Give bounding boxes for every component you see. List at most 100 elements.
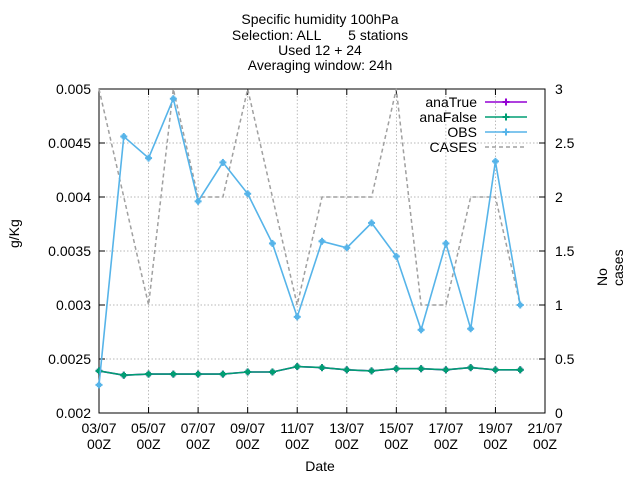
marker-dot [146, 155, 151, 161]
marker-dot [319, 239, 325, 244]
x-tick-label-hour: 00Z [533, 436, 558, 452]
marker-dot [96, 382, 102, 388]
data-point-anafalse [169, 370, 177, 378]
marker-dot [468, 326, 473, 331]
marker-dot [319, 365, 325, 370]
legend-label: CASES [430, 139, 477, 155]
y-tick-label: 0.003 [56, 297, 91, 313]
marker-dot [96, 368, 102, 374]
legend-item-cases: CASES [430, 139, 527, 155]
data-point-obs [95, 381, 103, 389]
x-tick-label-date: 21/07 [527, 420, 562, 436]
x-axis-title: Date [305, 458, 335, 474]
y2-tick-label: 1.5 [555, 243, 575, 259]
x-tick-label-hour: 00Z [236, 436, 261, 452]
x-tick-label-date: 09/07 [230, 420, 265, 436]
data-point-obs [169, 95, 177, 103]
x-tick-label-date: 13/07 [329, 420, 364, 436]
data-point-anafalse [343, 366, 351, 374]
marker-dot [121, 134, 126, 139]
x-tick-label-hour: 00Z [285, 436, 310, 452]
series-line-anafalse [98, 365, 521, 377]
y-tick-label: 0.004 [56, 189, 91, 205]
grid [99, 89, 545, 413]
x-tick-label-date: 03/07 [81, 420, 116, 436]
x-tick-label-hour: 00Z [186, 436, 211, 452]
marker-dot [270, 241, 275, 246]
marker-dot [518, 302, 523, 308]
y-tick-label: 0.002 [56, 405, 91, 421]
y-tick-label: 0.0025 [48, 351, 91, 367]
legend-label: anaFalse [419, 109, 477, 125]
marker-dot [220, 160, 226, 165]
marker-dot [443, 367, 449, 372]
data-point-anafalse [318, 364, 326, 372]
x-tick-label-date: 05/07 [131, 420, 166, 436]
data-point-obs [244, 190, 252, 198]
legend-label: anaTrue [425, 94, 477, 110]
data-point-obs [145, 154, 153, 162]
data-point-anafalse [95, 367, 103, 375]
marker-dot [394, 366, 399, 371]
x-tick-label-hour: 00Z [335, 436, 360, 452]
data-point-obs [491, 157, 499, 165]
data-point-obs [343, 244, 351, 252]
y-tick-label: 0.0045 [48, 135, 91, 151]
y2-tick-label: 3 [555, 81, 563, 97]
marker-dot [418, 366, 424, 371]
data-point-obs [194, 197, 202, 205]
data-point-obs [293, 313, 301, 321]
title-line-1: Specific humidity 100hPa [241, 11, 399, 27]
data-point-obs [368, 219, 376, 227]
series-line-obs [98, 96, 521, 385]
marker-dot [493, 159, 498, 164]
marker-dot [270, 369, 275, 375]
marker-dot [443, 241, 449, 246]
marker-dot [171, 371, 176, 377]
x-tick-label-hour: 00Z [87, 436, 112, 452]
data-point-obs [417, 326, 425, 334]
marker-dot [171, 96, 176, 101]
legend-item-obs: OBS [447, 124, 527, 140]
marker-dot [195, 371, 201, 377]
y-tick-label: 0.0035 [48, 243, 91, 259]
axes: 0.0020.00250.0030.00350.0040.00450.00500… [48, 81, 575, 452]
data-point-anafalse [417, 365, 425, 373]
data-point-anafalse [293, 363, 301, 371]
data-point-anafalse [516, 366, 524, 374]
marker-dot [245, 369, 250, 375]
title-line-3: Used 12 + 24 [278, 42, 362, 58]
marker-dot [195, 199, 201, 204]
marker-dot [295, 314, 300, 320]
data-point-anafalse [145, 370, 153, 378]
data-point-anafalse [491, 366, 499, 374]
data-point-obs [442, 239, 450, 247]
y2-tick-label: 1 [555, 297, 563, 313]
y-tick-label: 0.005 [56, 81, 91, 97]
data-point-anafalse [268, 368, 276, 376]
data-point-anafalse [219, 370, 227, 378]
y2-tick-label: 2.5 [555, 135, 575, 151]
data-point-obs [219, 158, 227, 166]
marker-dot [146, 371, 151, 377]
marker-dot [394, 254, 399, 259]
x-tick-label-date: 19/07 [478, 420, 513, 436]
data-point-anafalse [368, 367, 376, 375]
marker-dot [518, 367, 523, 372]
y2-tick-label: 0 [555, 405, 563, 421]
marker-dot [369, 220, 374, 226]
data-point-obs [268, 239, 276, 247]
marker-dot [245, 191, 250, 196]
data-point-anafalse [467, 364, 475, 372]
plot-border [98, 88, 546, 414]
marker-dot [418, 327, 424, 333]
marker-dot [493, 367, 498, 372]
marker-dot [468, 365, 473, 370]
x-tick-label-date: 11/07 [280, 420, 314, 436]
title-line-2: Selection: ALL 5 stations [231, 27, 409, 43]
x-tick-label-hour: 00Z [434, 436, 459, 452]
data-point-anafalse [392, 365, 400, 373]
y2-tick-label: 0.5 [555, 351, 575, 367]
